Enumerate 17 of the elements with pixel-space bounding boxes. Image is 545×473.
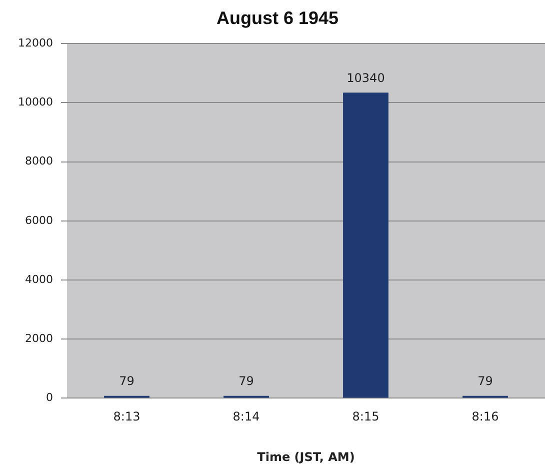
x-tick-label: 8:14 (232, 410, 260, 424)
data-label: 10340 (346, 70, 385, 85)
y-tick-label: 8000 (24, 154, 53, 168)
y-tick-label: 10000 (18, 96, 53, 109)
x-tick-label: 8:16 (472, 410, 499, 424)
y-tick-label: 12000 (18, 36, 53, 50)
y-tick-label: 4000 (24, 272, 53, 286)
y-tick-label: 0 (46, 391, 53, 404)
chart-title: August 6 1945 (216, 8, 339, 28)
data-label: 79 (119, 374, 134, 388)
x-axis-title: Time (JST, AM) (257, 450, 355, 464)
x-tick-label: 8:13 (113, 410, 140, 424)
x-tick-label: 8:15 (352, 410, 380, 424)
data-label: 79 (478, 374, 493, 388)
y-tick-label: 2000 (24, 332, 53, 345)
data-label: 79 (238, 374, 254, 388)
y-tick-label: 6000 (24, 214, 53, 227)
